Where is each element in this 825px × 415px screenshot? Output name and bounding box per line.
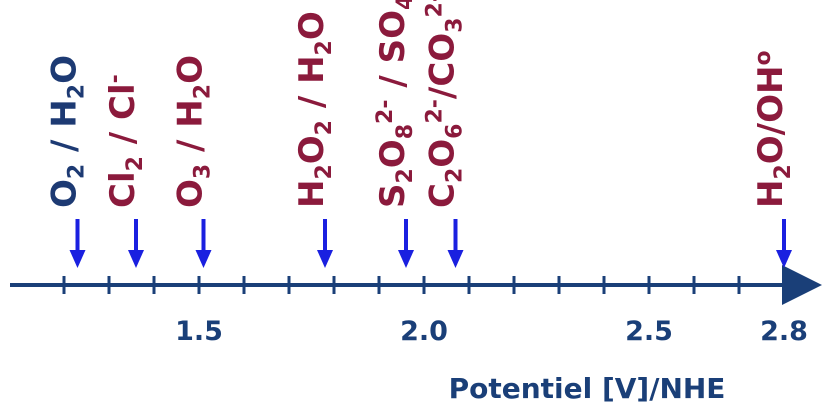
couple-label-h2o-oh: H2O/OHo xyxy=(751,50,796,208)
couple-label-h2o2-h2o: H2O2 / H2O xyxy=(292,11,337,208)
couple-label-s2o8-so4: S2O82- / SO42- xyxy=(373,0,418,208)
couple-label-o3-h2o: O3 / H2O xyxy=(171,55,216,208)
tick-label: 2.0 xyxy=(400,316,448,347)
arrow-o2-h2o xyxy=(69,219,86,268)
tick-label: 2.8 xyxy=(760,316,808,347)
arrow-h2o2-h2o xyxy=(317,219,333,268)
arrow-cl2-cl xyxy=(128,219,144,268)
tick-label: 2.5 xyxy=(625,316,673,347)
couple-label-cl2-cl: Cl2 / Cl- xyxy=(103,74,148,208)
arrow-o3-h2o xyxy=(195,219,212,268)
couple-label-o2-h2o: O2 / H2O xyxy=(45,55,90,208)
arrow-c2o6-co3 xyxy=(447,219,464,268)
arrow-s2o8-so4 xyxy=(398,219,414,268)
potential-markers xyxy=(69,219,792,268)
redox-couple-labels: O2 / H2O Cl2 / Cl- O3 / H2O H2O2 / H2O S2O82… xyxy=(45,0,797,208)
axis-title: Potentiel [V]/NHE xyxy=(449,372,726,405)
couple-label-c2o6-co3: C2O62-/CO32- xyxy=(423,0,468,208)
axis-ticks: 1.5 2.0 2.5 2.8 xyxy=(62,276,808,347)
tick-label: 1.5 xyxy=(175,316,223,347)
arrow-h2o-oh xyxy=(776,219,792,268)
